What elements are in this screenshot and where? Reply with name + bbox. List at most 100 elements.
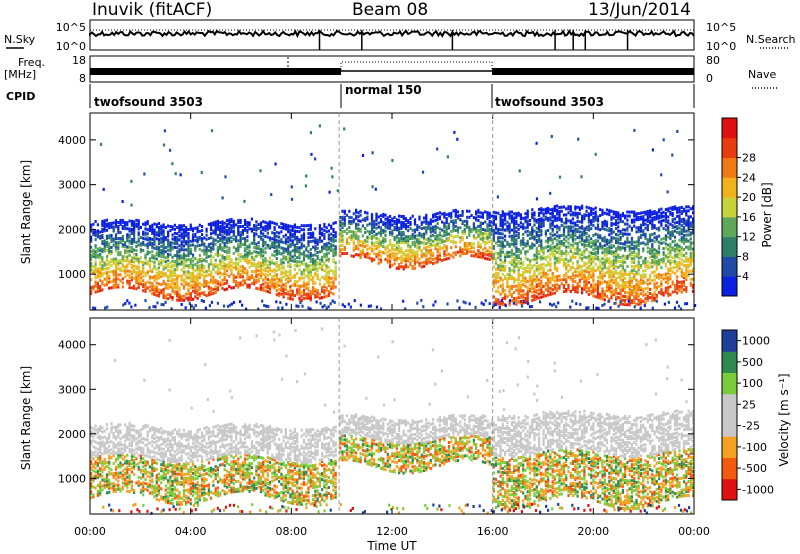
- power-cell-4129: [587, 224, 590, 228]
- power-cell-2315: [364, 253, 367, 257]
- power-cell-3894: [565, 207, 568, 211]
- power-cell-1741: [284, 225, 287, 229]
- power-cell-2096: [325, 278, 328, 282]
- power-cell-4810: [649, 281, 652, 285]
- power-cell-3396: [519, 287, 522, 291]
- power-cell-1485: [257, 279, 260, 283]
- power-cell-4926: [658, 208, 661, 212]
- power-cell-2668: [418, 231, 421, 235]
- power-cell-2468: [389, 220, 392, 224]
- power-cell-2592: [407, 239, 410, 243]
- power-cell-55: [94, 230, 97, 234]
- power-cell-4101: [585, 231, 588, 235]
- power-cell-4861: [653, 284, 656, 288]
- power-cell-1655: [275, 250, 278, 254]
- power-cell-1716: [282, 249, 285, 253]
- power-cell-4620: [630, 242, 633, 246]
- power-cell-795: [178, 256, 181, 260]
- power-cell-1711: [282, 265, 285, 269]
- power-cell-1323: [237, 267, 240, 271]
- power-cell-4914: [658, 252, 661, 256]
- power-cell-2151: [332, 286, 335, 290]
- power-cell-16: [90, 237, 93, 241]
- power-cell-900: [189, 298, 192, 302]
- power-cell-2190: [334, 221, 337, 225]
- power-cell-1653: [275, 257, 278, 260]
- power-cell-4063: [583, 279, 586, 283]
- power-cell-1519: [259, 229, 263, 233]
- power-cell-2547: [400, 224, 403, 228]
- power-cell-3187: [501, 284, 504, 288]
- power-cell-3635: [540, 225, 543, 229]
- power-cell-2733: [429, 250, 432, 254]
- power-cell-419: [137, 257, 140, 261]
- power-cell-1367: [241, 257, 244, 261]
- power-cell-3745: [551, 245, 554, 249]
- power-cell-2491: [393, 238, 396, 242]
- power-cell-2966: [472, 226, 475, 230]
- power-cell-2851: [447, 222, 451, 226]
- power-cell-4388: [610, 235, 613, 239]
- power-cell-3783: [553, 207, 556, 210]
- power-cell-1612: [271, 259, 274, 263]
- power-cell-3991: [576, 270, 579, 274]
- power-cell-2591: [407, 241, 410, 245]
- power-cell-3333: [513, 220, 516, 224]
- power-cell-4632: [633, 295, 636, 299]
- power-cell-3473: [526, 249, 529, 253]
- power-cell-2436: [384, 223, 387, 227]
- power-cell-193: [112, 283, 115, 287]
- power-cell-3999: [576, 246, 579, 250]
- power-cell-864: [185, 258, 188, 262]
- power-cell-3682: [544, 211, 547, 215]
- power-cell-1632: [273, 242, 276, 246]
- power-cell-1892: [302, 296, 306, 300]
- power-cell-682: [167, 258, 170, 262]
- power-cell-4070: [583, 255, 586, 259]
- power-cell-854: [182, 224, 186, 228]
- power-cell-3502: [528, 233, 532, 237]
- power-cell-3990: [576, 274, 579, 278]
- power-cell-1641: [275, 293, 278, 297]
- power-cell-1676: [278, 243, 281, 247]
- power-cell-3241: [506, 273, 509, 277]
- power-cell-2948: [468, 225, 471, 229]
- power-cell-873: [185, 226, 188, 230]
- power-cell-1414: [246, 223, 249, 227]
- power-cell-2121: [327, 271, 330, 275]
- power-cell-4856: [653, 298, 656, 302]
- power-cell-3586: [538, 284, 541, 288]
- power-cell-1277: [230, 236, 233, 240]
- power-cell-1312: [235, 239, 238, 243]
- power-cell-4069: [583, 261, 586, 265]
- power-cell-3235: [506, 295, 509, 299]
- power-cell-4898: [655, 239, 658, 243]
- power-cell-966: [196, 296, 199, 300]
- power-cell-996: [198, 272, 201, 276]
- power-cell-317: [126, 245, 129, 249]
- power-cell-1342: [239, 275, 242, 279]
- power-cell-2711: [425, 221, 428, 225]
- power-cell-522: [151, 260, 154, 263]
- power-cell-949: [194, 287, 197, 291]
- power-cell-126: [103, 243, 106, 247]
- power-cell-2451: [386, 216, 389, 220]
- power-cell-3616: [540, 283, 543, 287]
- power-cell-1682: [280, 292, 283, 296]
- power-cell-1099: [210, 224, 213, 228]
- power-cell-133: [103, 221, 106, 225]
- power-cell-931: [191, 273, 195, 277]
- power-cell-4529: [624, 303, 627, 307]
- power-cell-2274: [355, 226, 358, 230]
- power-cell-2844: [447, 256, 451, 260]
- power-cell-3018: [481, 234, 484, 237]
- power-cell-4079: [583, 229, 586, 233]
- power-cell-3621: [540, 267, 543, 271]
- power-cell-628: [162, 293, 165, 297]
- power-cell-771: [176, 264, 179, 268]
- power-cell-1232: [225, 265, 229, 269]
- power-cell-939: [191, 243, 195, 247]
- power-cell-3698: [547, 249, 550, 253]
- power-cell-3566: [535, 265, 538, 269]
- power-cell-3044: [486, 229, 489, 233]
